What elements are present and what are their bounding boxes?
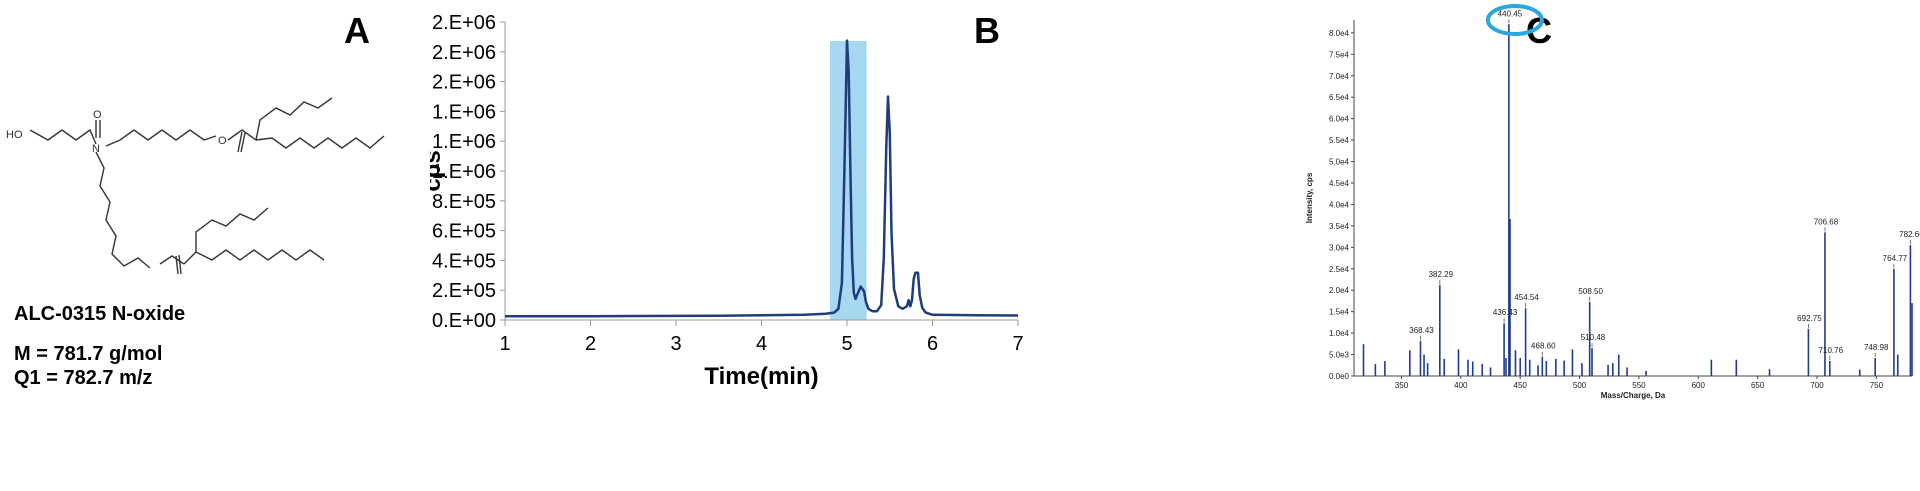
y-axis-label: Intensity, cps — [1305, 172, 1314, 223]
y-tick-label: 4.5e4 — [1329, 179, 1350, 188]
upper-octyl-branch — [255, 135, 385, 149]
x-tick-label: 750 — [1870, 381, 1884, 390]
peak-label: 468.60 — [1531, 342, 1556, 351]
highlight-circle — [1485, 4, 1544, 36]
y-tick-label: 1.E+06 — [432, 131, 496, 153]
chemical-structure: HO N O O — [6, 97, 385, 275]
x-tick-label: 2 — [585, 333, 596, 355]
peak-label: 368.43 — [1409, 326, 1434, 335]
upper-hexyl-chain — [105, 129, 217, 147]
x-tick-label: 450 — [1514, 381, 1528, 390]
y-tick-label: 5.0e4 — [1329, 158, 1350, 167]
peak-label: 706.68 — [1814, 217, 1839, 226]
y-tick-label: 8.0e4 — [1329, 29, 1350, 38]
y-tick-label: 6.0e4 — [1329, 115, 1350, 124]
structure-label-o-ester: O — [218, 135, 227, 147]
peak-label: 440.45 — [1498, 9, 1523, 18]
y-tick-label: 3.5e4 — [1329, 222, 1350, 231]
peak-label: 454.54 — [1514, 293, 1539, 302]
structure-label-n: N — [92, 143, 100, 155]
panel-letter-b: B — [974, 10, 1000, 51]
x-tick-label: 1 — [499, 333, 510, 355]
y-tick-label: 1.5e4 — [1329, 308, 1350, 317]
y-tick-label: 1.E+06 — [432, 161, 496, 183]
x-tick-label: 4 — [756, 333, 767, 355]
y-tick-label: 2.E+06 — [432, 72, 496, 94]
hydroxybutyl-chain — [29, 128, 97, 145]
y-tick-label: 6.E+05 — [432, 221, 496, 243]
chromatogram-chart: 0.E+00 2.E+05 4.E+05 6.E+05 8.E+05 1.E+06 1.E+… — [430, 12, 1024, 390]
x-tick-label: 400 — [1454, 381, 1468, 390]
structure-bonds — [29, 97, 385, 275]
y-tick-label: 6.5e4 — [1329, 93, 1350, 102]
x-tick-label: 6 — [927, 333, 938, 355]
y-tick-label: 2.E+06 — [432, 12, 496, 34]
structure-label-ho: HO — [6, 129, 23, 141]
panel-letter-a: A — [344, 10, 370, 51]
x-tick-label: 650 — [1751, 381, 1765, 390]
x-tick-label: 600 — [1692, 381, 1706, 390]
lower-carbonyl-2 — [178, 254, 182, 275]
y-tick-label: 8.E+05 — [432, 191, 496, 213]
upper-carbonyl — [237, 131, 243, 153]
chromatogram-trace — [505, 39, 1019, 318]
peak-label: 510.48 — [1581, 333, 1606, 342]
panel-a: A HO — [0, 0, 430, 491]
y-tick-label: 7.5e4 — [1329, 50, 1350, 59]
compound-name: ALC-0315 N-oxide — [14, 303, 186, 325]
y-tick-label: 5.0e3 — [1329, 351, 1350, 360]
x-tick-label: 5 — [841, 333, 852, 355]
x-tick-label: 3 — [670, 333, 681, 355]
y-tick-label: 4.0e4 — [1329, 200, 1350, 209]
x-tick-label: 7 — [1012, 333, 1023, 355]
lower-hexyl-branch — [183, 207, 269, 265]
q1-mass: Q1 = 782.7 m/z — [14, 367, 153, 389]
panel-b: B 0.E+00 2.E+05 4.E+05 6.E+05 8.E+05 1.E+06 1.… — [430, 0, 1290, 491]
y-tick-label: 1.0e4 — [1329, 329, 1350, 338]
peak-label: 692.75 — [1797, 314, 1822, 323]
lower-carbonyl — [175, 255, 179, 275]
x-tick-label: 350 — [1395, 381, 1409, 390]
upper-ester — [227, 129, 257, 141]
peak-label: 382.29 — [1429, 270, 1454, 279]
y-tick-label: 2.E+05 — [432, 280, 496, 302]
peak-label: 710.76 — [1819, 346, 1844, 355]
peak-label: 782.66 — [1899, 230, 1920, 239]
x-tick-label: 550 — [1632, 381, 1646, 390]
lower-hexyl-chain — [95, 151, 151, 269]
x-tick-label: 500 — [1573, 381, 1587, 390]
peak-label: 764.77 — [1883, 254, 1908, 263]
y-tick-label: 0.E+00 — [432, 310, 496, 332]
peak-label: 748.98 — [1864, 343, 1889, 352]
mass-spectrum-chart: 0.0e0 5.0e3 1.0e4 1.5e4 2.0e4 2.5e4 3.0e4 3.5e4… — [1305, 4, 1920, 400]
y-tick-label: 2.0e4 — [1329, 286, 1350, 295]
y-tick-label: 3.0e4 — [1329, 243, 1350, 252]
upper-hexyl-branch — [255, 97, 333, 141]
molar-mass: M = 781.7 g/mol — [14, 343, 163, 365]
x-tick-label: 700 — [1810, 381, 1824, 390]
y-tick-label: 4.E+05 — [432, 250, 496, 272]
y-tick-label: 7.0e4 — [1329, 72, 1350, 81]
y-tick-label: 2.5e4 — [1329, 265, 1350, 274]
upper-carbonyl-2 — [240, 132, 246, 153]
y-tick-label: 1.E+06 — [432, 101, 496, 123]
y-tick-label: 5.5e4 — [1329, 136, 1350, 145]
peak-label: 508.50 — [1578, 287, 1603, 296]
x-axis-label: Time(min) — [704, 363, 818, 390]
x-axis-label: Mass/Charge, Da — [1601, 391, 1666, 400]
lower-octyl-branch — [195, 249, 325, 261]
peak-label: 436.43 — [1493, 308, 1518, 317]
structure-label-o-top: O — [93, 109, 102, 121]
y-tick-label: 2.E+06 — [432, 42, 496, 64]
y-axis-label: cps — [430, 150, 446, 191]
y-tick-label: 0.0e0 — [1329, 372, 1350, 381]
panel-c: C 0.0e0 5.0e3 1.0e4 1.5e4 2.0e4 2.5e4 3.0e4 3.5… — [1290, 0, 1920, 491]
